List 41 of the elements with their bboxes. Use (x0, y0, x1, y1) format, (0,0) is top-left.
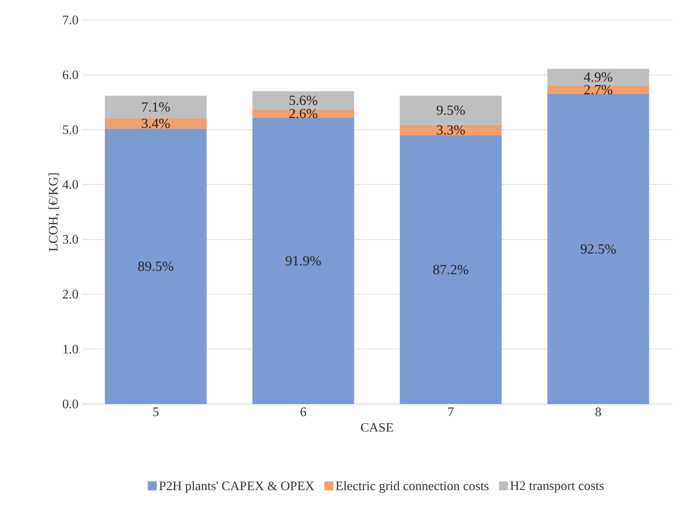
x-tick-label: 6 (300, 408, 306, 416)
y-tick-label: 5.0 (63, 125, 78, 134)
y-tick-label: 0.0 (62, 400, 78, 408)
x-tick-label: 8 (596, 408, 602, 416)
annotation: 2.7% (584, 84, 612, 94)
legend-label: P2H plants' CAPEX & OPEX (159, 481, 314, 493)
annotation: 7.1% (142, 102, 170, 112)
y-tick-label: 4.0 (62, 180, 78, 189)
y-tick-label: 7.0 (63, 16, 78, 24)
y-axis-title: LCOH, [€/KG] (48, 173, 60, 252)
bar (400, 135, 502, 404)
bar (547, 68, 650, 86)
annotation: 3.3% (436, 125, 465, 135)
bar (547, 85, 650, 94)
x-tick-label: 5 (153, 408, 158, 416)
y-tick-label: 6.0 (62, 70, 78, 80)
annotation: 5.6% (290, 96, 318, 106)
y-tick-label: 3.0 (62, 235, 78, 244)
legend-label: H2 transport costs (510, 481, 604, 493)
x-tick-label: 7 (448, 408, 454, 416)
y-tick-label: 2.0 (62, 290, 78, 299)
legend-label: Electric grid connection costs (336, 481, 489, 493)
x-axis-title: CASE (360, 423, 393, 432)
annotation: 2.6% (289, 108, 318, 118)
annotation: 92.5% (580, 244, 616, 254)
bar (547, 94, 650, 404)
annotation: 87.2% (433, 264, 468, 274)
annotation: 4.9% (584, 72, 612, 82)
y-tick-label: 1.0 (63, 344, 78, 354)
bar (400, 124, 502, 136)
annotation: 9.5% (436, 105, 465, 115)
bar (252, 91, 354, 110)
annotation: 91.9% (286, 256, 321, 266)
bar (104, 128, 207, 404)
bar (400, 96, 502, 125)
bar (104, 118, 207, 129)
bar (252, 109, 354, 118)
annotation: 89.5% (138, 262, 174, 272)
bar (104, 96, 207, 118)
bar (252, 118, 354, 404)
annotation: 3.4% (142, 118, 170, 128)
